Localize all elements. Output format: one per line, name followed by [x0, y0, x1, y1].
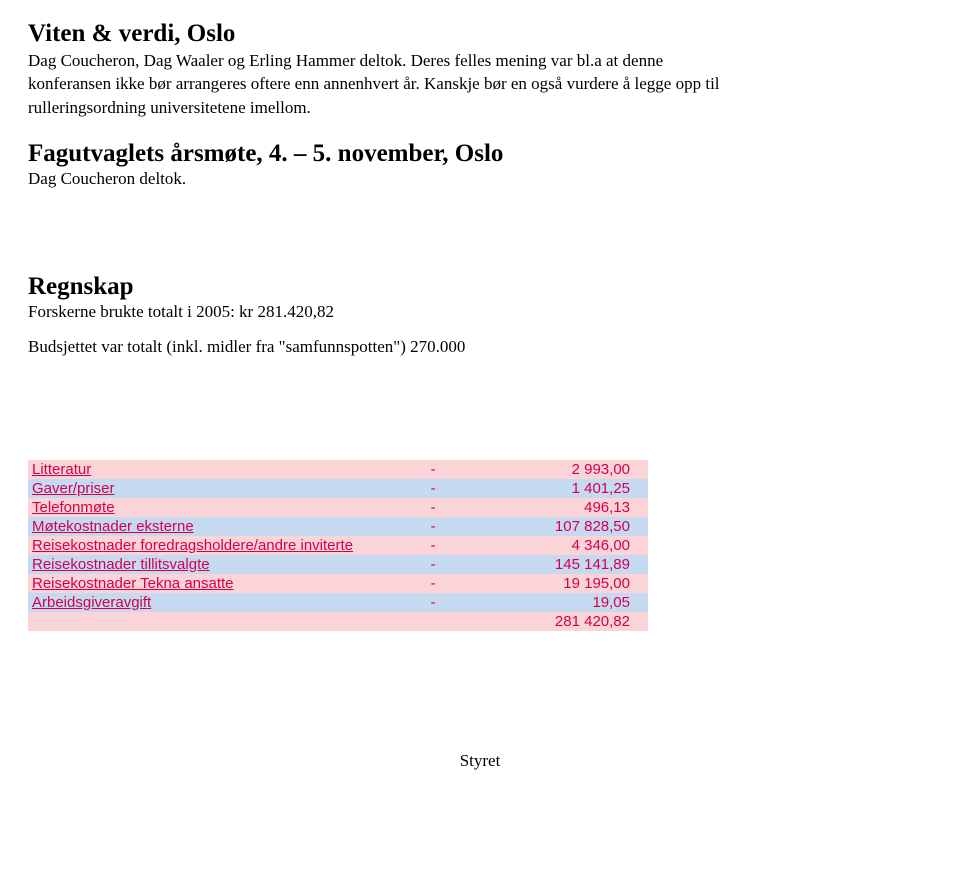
row-value: 107 828,50 [455, 517, 648, 536]
section1-line3: rulleringsordning universitetene imellom… [28, 97, 932, 118]
row-label: Reisekostnader foredragsholdere/andre in… [28, 536, 411, 555]
row-dash: - [411, 593, 456, 612]
row-dash: - [411, 479, 456, 498]
row-value: 4 346,00 [455, 536, 648, 555]
row-label: Reisekostnader Tekna ansatte [28, 574, 411, 593]
row-dash: - [411, 574, 456, 593]
row-dash: - [411, 536, 456, 555]
section3-line1: Forskerne brukte totalt i 2005: kr 281.4… [28, 301, 932, 322]
row-label: Litteratur [28, 460, 411, 479]
table-row: Arbeidsgiveravgift -19,05 [28, 593, 648, 612]
total-value: 281 420,82 [455, 612, 648, 631]
section1-heading: Viten & verdi, Oslo [28, 20, 932, 48]
finance-table: Litteratur-2 993,00Gaver/priser-1 401,25… [28, 460, 648, 631]
section2-line1: Dag Coucheron deltok. [28, 168, 932, 189]
section2-heading: Fagutvaglets årsmøte, 4. – 5. november, … [28, 140, 932, 168]
row-dash: - [411, 517, 456, 536]
row-value: 145 141,89 [455, 555, 648, 574]
row-value: 2 993,00 [455, 460, 648, 479]
row-link[interactable]: Reisekostnader Tekna ansatte [32, 575, 234, 592]
section1-line1: Dag Coucheron, Dag Waaler og Erling Hamm… [28, 50, 932, 71]
table-row: Reisekostnader foredragsholdere/andre in… [28, 536, 648, 555]
table-row: Reisekostnader tillitsvalgte -145 141,89 [28, 555, 648, 574]
table-row: Møtekostnader eksterne -107 828,50 [28, 517, 648, 536]
footer-text: Styret [28, 751, 932, 771]
table-total-row: 281 420,82 [28, 612, 648, 631]
table-row: Litteratur -2 993,00 [28, 460, 648, 479]
row-link[interactable]: Gaver/priser [32, 480, 115, 497]
row-link[interactable]: Telefonmøte [32, 499, 115, 516]
row-label: Gaver/priser [28, 479, 411, 498]
total-dash [411, 612, 456, 631]
section3-line2: Budsjettet var totalt (inkl. midler fra … [28, 336, 932, 357]
row-label: Reisekostnader tillitsvalgte [28, 555, 411, 574]
section1-line2: konferansen ikke bør arrangeres oftere e… [28, 73, 932, 94]
row-link[interactable]: Reisekostnader tillitsvalgte [32, 556, 210, 573]
table-row: Gaver/priser -1 401,25 [28, 479, 648, 498]
row-value: 1 401,25 [455, 479, 648, 498]
row-label: Møtekostnader eksterne [28, 517, 411, 536]
row-link[interactable]: Møtekostnader eksterne [32, 518, 194, 535]
row-link[interactable]: Litteratur [32, 461, 91, 478]
total-label [28, 612, 411, 631]
row-dash: - [411, 555, 456, 574]
table-row: Reisekostnader Tekna ansatte -19 195,00 [28, 574, 648, 593]
row-value: 19,05 [455, 593, 648, 612]
row-link[interactable]: Reisekostnader foredragsholdere/andre in… [32, 537, 353, 554]
row-label: Arbeidsgiveravgift [28, 593, 411, 612]
row-value: 19 195,00 [455, 574, 648, 593]
row-value: 496,13 [455, 498, 648, 517]
section3-heading: Regnskap [28, 273, 932, 301]
row-dash: - [411, 498, 456, 517]
row-dash: - [411, 460, 456, 479]
row-link[interactable]: Arbeidsgiveravgift [32, 594, 151, 611]
table-row: Telefonmøte -496,13 [28, 498, 648, 517]
row-label: Telefonmøte [28, 498, 411, 517]
